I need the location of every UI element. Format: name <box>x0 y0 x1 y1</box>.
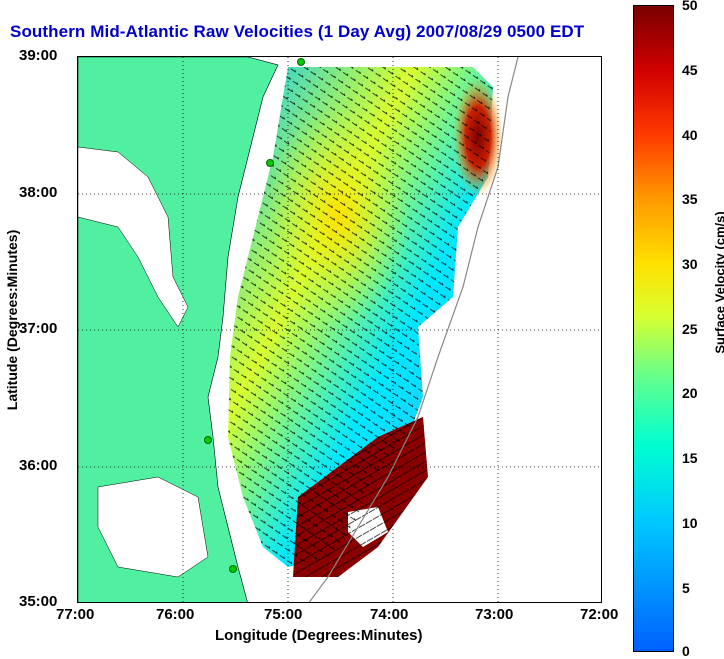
x-tick-label: 73:00 <box>475 606 514 623</box>
colorbar-tick: 45 <box>682 62 698 78</box>
colorbar-tick: 35 <box>682 191 698 207</box>
colorbar-tick: 10 <box>682 515 698 531</box>
velocity-vectors-south <box>293 417 428 577</box>
x-tick-label: 75:00 <box>264 606 303 623</box>
x-tick-label: 72:00 <box>580 606 619 623</box>
y-tick-label: 36:00 <box>19 457 58 474</box>
y-tick-label: 38:00 <box>19 184 58 201</box>
colorbar-tick: 40 <box>682 127 698 143</box>
y-axis-label: Latitude (Degrees:Minutes) <box>4 229 20 411</box>
colorbar-tick: 5 <box>682 580 690 596</box>
station-marker <box>204 436 212 444</box>
x-tick-label: 76:00 <box>156 606 195 623</box>
map-title: Southern Mid-Atlantic Raw Velocities (1 … <box>10 22 585 41</box>
velocity-vectors <box>228 67 493 567</box>
colorbar-tick: 30 <box>682 256 698 272</box>
colorbar-tick: 15 <box>682 450 698 466</box>
station-marker <box>229 565 237 573</box>
velocity-map-svg <box>78 57 601 602</box>
y-tick-label: 39:00 <box>19 47 58 64</box>
x-axis-label: Longitude (Degrees:Minutes) <box>215 627 423 644</box>
x-tick-label: 74:00 <box>370 606 409 623</box>
y-tick-label: 35:00 <box>19 593 58 610</box>
colorbar-tick: 20 <box>682 385 698 401</box>
colorbar <box>633 5 674 652</box>
station-marker <box>297 58 305 66</box>
y-tick-label: 37:00 <box>19 320 58 337</box>
colorbar-label: Surface Velocity (cm/s) <box>712 211 724 354</box>
shelf-contour <box>308 57 519 602</box>
station-marker <box>266 159 274 167</box>
colorbar-tick: 50 <box>682 0 698 13</box>
title-occlusion <box>600 18 630 42</box>
colorbar-tick: 25 <box>682 321 698 337</box>
x-tick-label: 77:00 <box>56 606 95 623</box>
map-plot-area <box>77 56 602 603</box>
sound-water <box>97 476 209 578</box>
colorbar-tick: 0 <box>682 643 690 659</box>
